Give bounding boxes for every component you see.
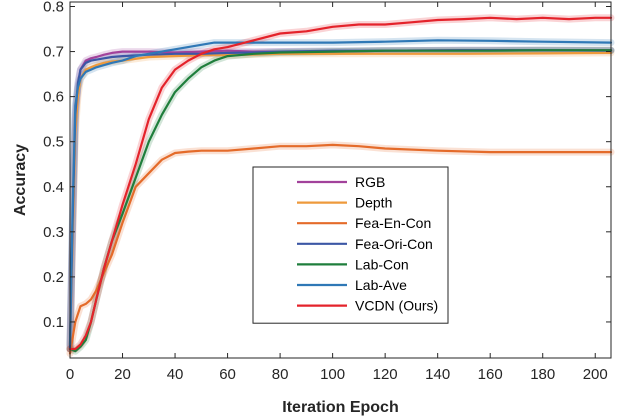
x-tick-label: 120: [373, 366, 398, 383]
x-tick-label: 160: [478, 366, 503, 383]
x-axis-ticks: 0 20 40 60 80 100 120 140 160 180 200: [66, 2, 608, 383]
legend-entry: RGB: [355, 174, 385, 190]
x-tick-label: 20: [114, 366, 131, 383]
series-line: [68, 143, 613, 355]
x-tick-label: 0: [66, 366, 74, 383]
series-lines: [68, 16, 613, 355]
y-axis-ticks: 0.1 0.2 0.3 0.4 0.5 0.6 0.7 0.8: [43, 0, 611, 331]
x-tick-label: 200: [583, 366, 608, 383]
y-tick-label: 0.2: [43, 269, 64, 286]
x-tick-label: 60: [219, 366, 236, 383]
y-tick-label: 0.8: [43, 0, 64, 16]
legend-entry: Lab-Con: [355, 256, 409, 272]
y-tick-label: 0.5: [43, 134, 64, 151]
series-line: [68, 16, 613, 351]
x-tick-label: 100: [320, 366, 345, 383]
y-tick-label: 0.4: [43, 179, 64, 196]
legend-entry: Fea-En-Con: [355, 215, 431, 231]
y-tick-label: 0.1: [43, 314, 64, 331]
x-axis-label: Iteration Epoch: [282, 399, 398, 416]
plot-frame: [69, 1, 612, 359]
x-tick-label: 80: [272, 366, 289, 383]
x-tick-label: 40: [167, 366, 184, 383]
y-tick-label: 0.3: [43, 224, 64, 241]
x-tick-label: 180: [530, 366, 555, 383]
x-tick-label: 140: [425, 366, 450, 383]
legend-entry: VCDN (Ours): [355, 298, 438, 314]
legend-entry: Fea-Ori-Con: [355, 236, 433, 252]
y-axis-label: Accuracy: [12, 144, 29, 216]
legend-box: [252, 166, 449, 324]
y-tick-label: 0.6: [43, 89, 64, 106]
legend-entry: Depth: [355, 195, 392, 211]
series-line: [68, 39, 613, 346]
legend: RGB Depth Fea-En-Con Fea-Ori-Con Lab-Con Lab-…: [252, 166, 449, 324]
y-tick-label: 0.7: [43, 44, 64, 61]
legend-entry: Lab-Ave: [355, 277, 407, 293]
